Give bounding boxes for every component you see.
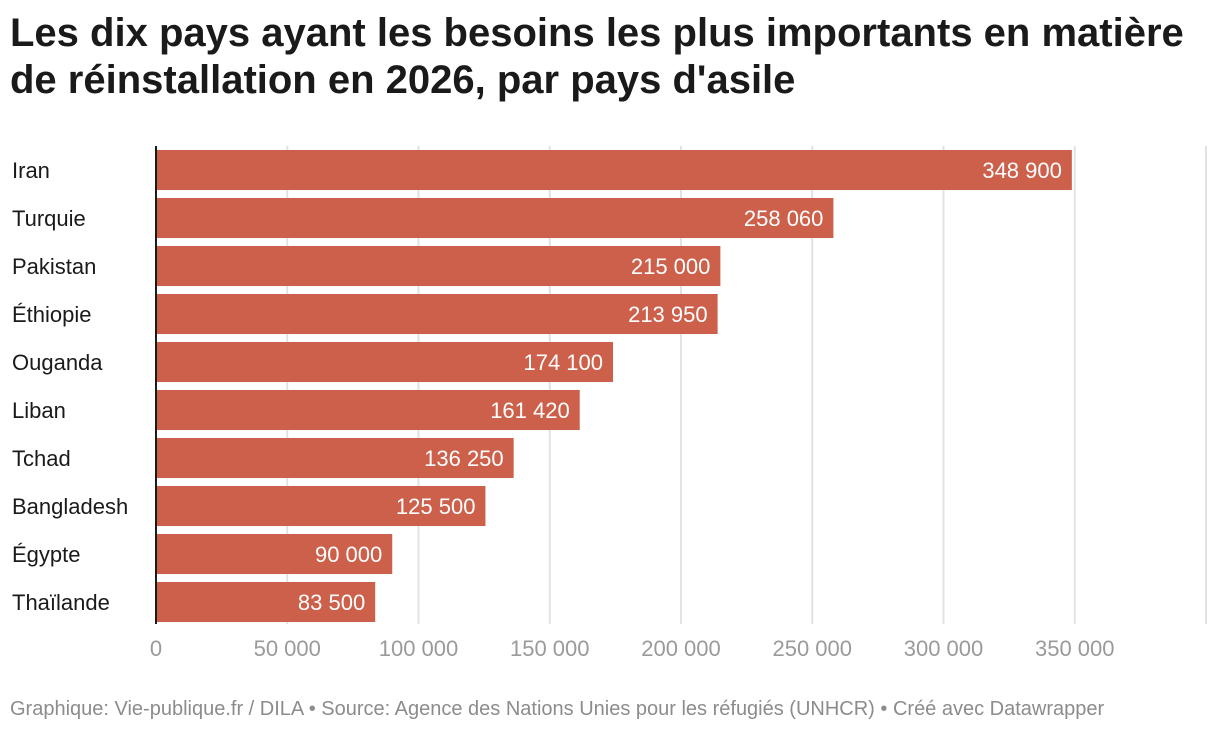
bar-chart: Iran Turquie Pakistan Éthiopie Ouganda Liban T… [12,146,1207,661]
category-label: Éthiopie [12,302,92,327]
value-label: 174 100 [523,350,603,375]
bar [156,486,486,526]
value-label: 136 250 [424,446,504,471]
category-label: Iran [12,158,50,183]
x-tick-label: 250 000 [772,636,852,661]
x-axis-ticks: 0 50 000 100 000 150 000 200 000 250 000 300 0… [150,636,1115,661]
value-label: 258 060 [744,206,824,231]
x-tick-label: 300 000 [904,636,984,661]
category-label: Thaïlande [12,590,110,615]
category-label: Turquie [12,206,86,231]
bar [156,534,393,574]
category-label: Égypte [12,542,81,567]
category-label: Pakistan [12,254,96,279]
chart-footer: Graphique: Vie-publique.fr / DILA • Sour… [10,698,1105,720]
bar [156,582,376,622]
bar [156,390,580,430]
category-label: Tchad [12,446,71,471]
category-label: Bangladesh [12,494,128,519]
value-label: 215 000 [631,254,711,279]
category-label: Ouganda [12,350,103,375]
category-labels: Iran Turquie Pakistan Éthiopie Ouganda Liban T… [12,158,128,615]
value-labels: 348 900 258 060 215 000 213 950 174 100 161 4… [298,158,1062,615]
value-label: 213 950 [628,302,708,327]
value-label: 83 500 [298,590,365,615]
value-label: 125 500 [396,494,476,519]
value-label: 90 000 [315,542,382,567]
bar [156,294,718,334]
x-tick-label: 150 000 [510,636,590,661]
category-label: Liban [12,398,66,423]
bar [156,150,1072,190]
bars [156,150,1072,622]
value-label: 348 900 [982,158,1062,183]
bar [156,198,834,238]
x-tick-label: 200 000 [641,636,721,661]
chart-title: Les dix pays ayant les besoins les plus … [10,11,1184,102]
value-label: 161 420 [490,398,570,423]
x-tick-label: 350 000 [1035,636,1115,661]
x-tick-label: 0 [150,636,162,661]
x-tick-label: 50 000 [254,636,321,661]
x-tick-label: 100 000 [379,636,459,661]
bar [156,246,721,286]
bar [156,342,614,382]
bar [156,438,514,478]
